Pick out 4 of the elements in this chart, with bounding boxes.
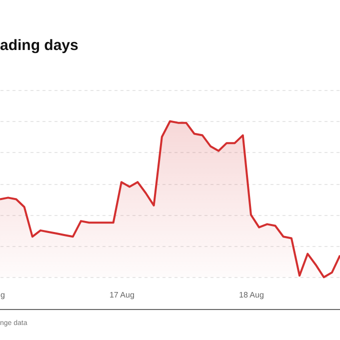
x-tick-label: 18 Aug: [238, 290, 264, 300]
x-tick-label: g: [0, 290, 5, 300]
x-tick-label: 17 Aug: [109, 290, 134, 300]
chart-title: ading days: [0, 37, 78, 54]
